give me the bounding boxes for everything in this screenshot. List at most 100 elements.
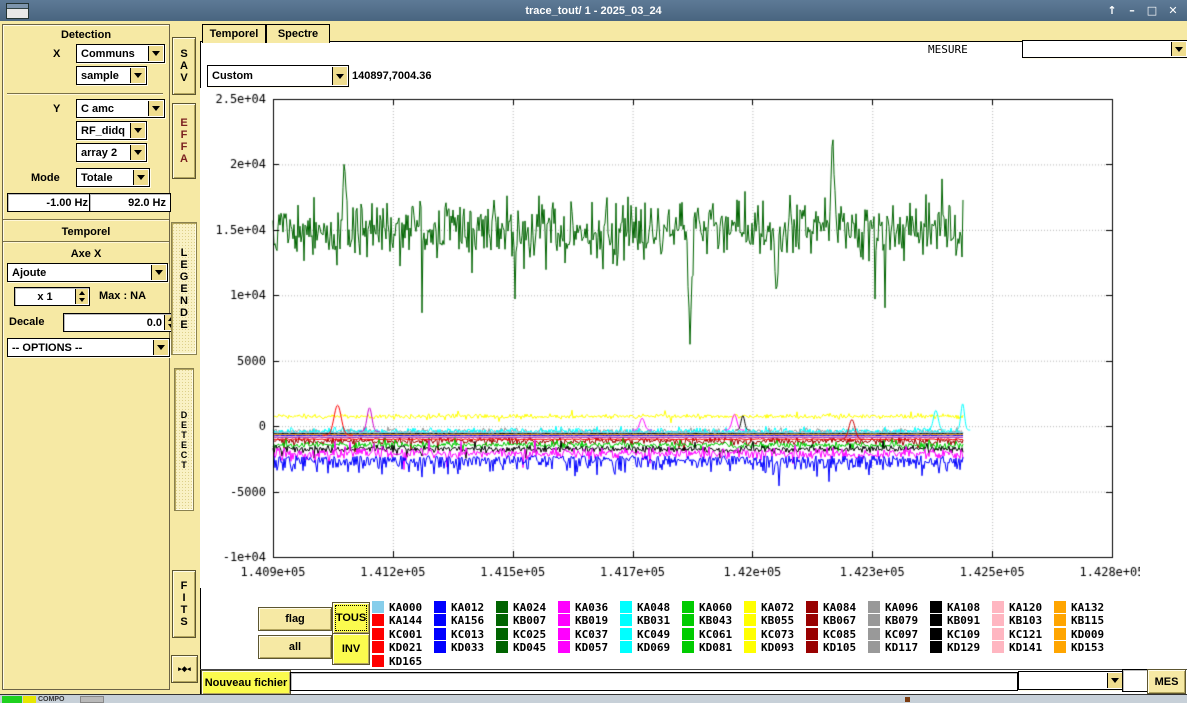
- legend-swatch[interactable]: [496, 601, 508, 613]
- legend-swatch[interactable]: [1054, 601, 1066, 613]
- tab-spectre[interactable]: Spectre: [266, 24, 330, 43]
- legend-swatch[interactable]: [682, 614, 694, 627]
- legend-swatch[interactable]: [682, 627, 694, 640]
- legend-swatch[interactable]: [930, 627, 942, 640]
- chart-canvas[interactable]: [200, 88, 1140, 588]
- legend-swatch[interactable]: [868, 627, 880, 640]
- chevron-down-icon[interactable]: [1107, 673, 1122, 688]
- legend-swatch[interactable]: [434, 641, 446, 654]
- options-combo[interactable]: -- OPTIONS --: [7, 338, 170, 357]
- legend-swatch[interactable]: [496, 641, 508, 654]
- chevron-down-icon[interactable]: [332, 67, 347, 85]
- legend-swatch[interactable]: [992, 614, 1004, 627]
- legend-swatch[interactable]: [806, 614, 818, 627]
- axe-x-combo[interactable]: Ajoute: [7, 263, 168, 282]
- legend-swatch[interactable]: [930, 601, 942, 613]
- legend-swatch[interactable]: [558, 601, 570, 613]
- window-icon[interactable]: [6, 3, 29, 19]
- collapse-panel-icon[interactable]: ▸◆◂: [171, 655, 198, 683]
- legend-entry-label: KA048: [637, 601, 671, 614]
- all-button[interactable]: all: [258, 635, 332, 659]
- chevron-down-icon[interactable]: [151, 265, 166, 280]
- legend-swatch[interactable]: [930, 641, 942, 654]
- legend-swatch[interactable]: [372, 614, 384, 627]
- legend-swatch[interactable]: [806, 627, 818, 640]
- legend-swatch[interactable]: [434, 601, 446, 613]
- maximize-icon[interactable]: □: [1146, 4, 1158, 17]
- legend-swatch[interactable]: [868, 614, 880, 627]
- scale-combo[interactable]: Custom: [207, 65, 349, 87]
- stepper-arrows[interactable]: [75, 289, 88, 304]
- x-axis-combo[interactable]: Communs: [76, 44, 165, 63]
- legend-swatch[interactable]: [620, 601, 632, 613]
- decale-stepper[interactable]: 0.0: [63, 313, 179, 332]
- x-sub-combo[interactable]: sample: [76, 66, 147, 85]
- legend-swatch[interactable]: [372, 654, 384, 667]
- mode-combo[interactable]: Totale: [76, 168, 150, 187]
- legend-swatch[interactable]: [434, 614, 446, 627]
- legend-swatch[interactable]: [620, 614, 632, 627]
- new-file-button[interactable]: Nouveau fichier: [201, 670, 291, 695]
- legend-swatch[interactable]: [744, 614, 756, 627]
- chevron-down-icon[interactable]: [148, 46, 163, 61]
- chevron-down-icon[interactable]: [130, 145, 145, 160]
- legend-swatch[interactable]: [372, 641, 384, 654]
- y-axis-combo[interactable]: C amc: [76, 99, 165, 118]
- legend-swatch[interactable]: [930, 614, 942, 627]
- legend-swatch[interactable]: [1054, 641, 1066, 654]
- legend-swatch[interactable]: [992, 627, 1004, 640]
- legend-swatch[interactable]: [496, 627, 508, 640]
- legend-swatch[interactable]: [434, 627, 446, 640]
- y-sub-combo[interactable]: RF_didq: [76, 121, 147, 140]
- multiplier-stepper[interactable]: x 1: [14, 287, 90, 306]
- legend-swatch[interactable]: [992, 641, 1004, 654]
- flag-button[interactable]: flag: [258, 607, 332, 631]
- legend-swatch[interactable]: [620, 627, 632, 640]
- legend-swatch[interactable]: [992, 601, 1004, 613]
- freq-min-field[interactable]: -1.00 Hz: [7, 193, 93, 212]
- chevron-down-icon[interactable]: [148, 101, 163, 116]
- legend-swatch[interactable]: [1054, 627, 1066, 640]
- legend-swatch[interactable]: [806, 601, 818, 613]
- legend-swatch[interactable]: [620, 641, 632, 654]
- mes-button[interactable]: MES: [1147, 669, 1186, 694]
- legend-swatch[interactable]: [682, 601, 694, 613]
- legend-swatch[interactable]: [806, 641, 818, 654]
- shade-icon[interactable]: ↑: [1107, 4, 1117, 17]
- chevron-down-icon[interactable]: [130, 68, 145, 83]
- file-combo[interactable]: [1018, 671, 1124, 690]
- legend-swatch[interactable]: [372, 627, 384, 640]
- legend-swatch[interactable]: [558, 614, 570, 627]
- legend-swatch[interactable]: [682, 641, 694, 654]
- legend-swatch[interactable]: [372, 601, 384, 613]
- status-box[interactable]: [1122, 669, 1149, 692]
- legend-swatch[interactable]: [868, 601, 880, 613]
- tab-temporel[interactable]: Temporel: [202, 24, 266, 43]
- legend-swatch[interactable]: [1054, 614, 1066, 627]
- legend-swatch[interactable]: [558, 627, 570, 640]
- chevron-down-icon[interactable]: [1171, 42, 1186, 56]
- file-name-input[interactable]: [290, 672, 1018, 691]
- legend-swatch[interactable]: [744, 627, 756, 640]
- chevron-down-icon[interactable]: [130, 123, 145, 138]
- y-array-combo[interactable]: array 2: [76, 143, 147, 162]
- mesure-combo[interactable]: [1022, 40, 1187, 58]
- minimize-icon[interactable]: –: [1129, 4, 1135, 17]
- legend-swatch[interactable]: [868, 641, 880, 654]
- chevron-down-icon[interactable]: [133, 170, 148, 185]
- legend-swatch[interactable]: [558, 641, 570, 654]
- title-bar[interactable]: trace_tout/ 1 - 2025_03_24 ↑ – □ ✕: [0, 0, 1187, 21]
- tous-button[interactable]: TOUS: [332, 602, 370, 634]
- legend-swatch[interactable]: [496, 614, 508, 627]
- inv-button[interactable]: INV: [332, 633, 370, 665]
- close-icon[interactable]: ✕: [1168, 4, 1178, 17]
- legend-swatch[interactable]: [744, 641, 756, 654]
- legend-swatch[interactable]: [744, 601, 756, 613]
- freq-max-field[interactable]: 92.0 Hz: [89, 193, 171, 212]
- chevron-down-icon[interactable]: [153, 340, 168, 355]
